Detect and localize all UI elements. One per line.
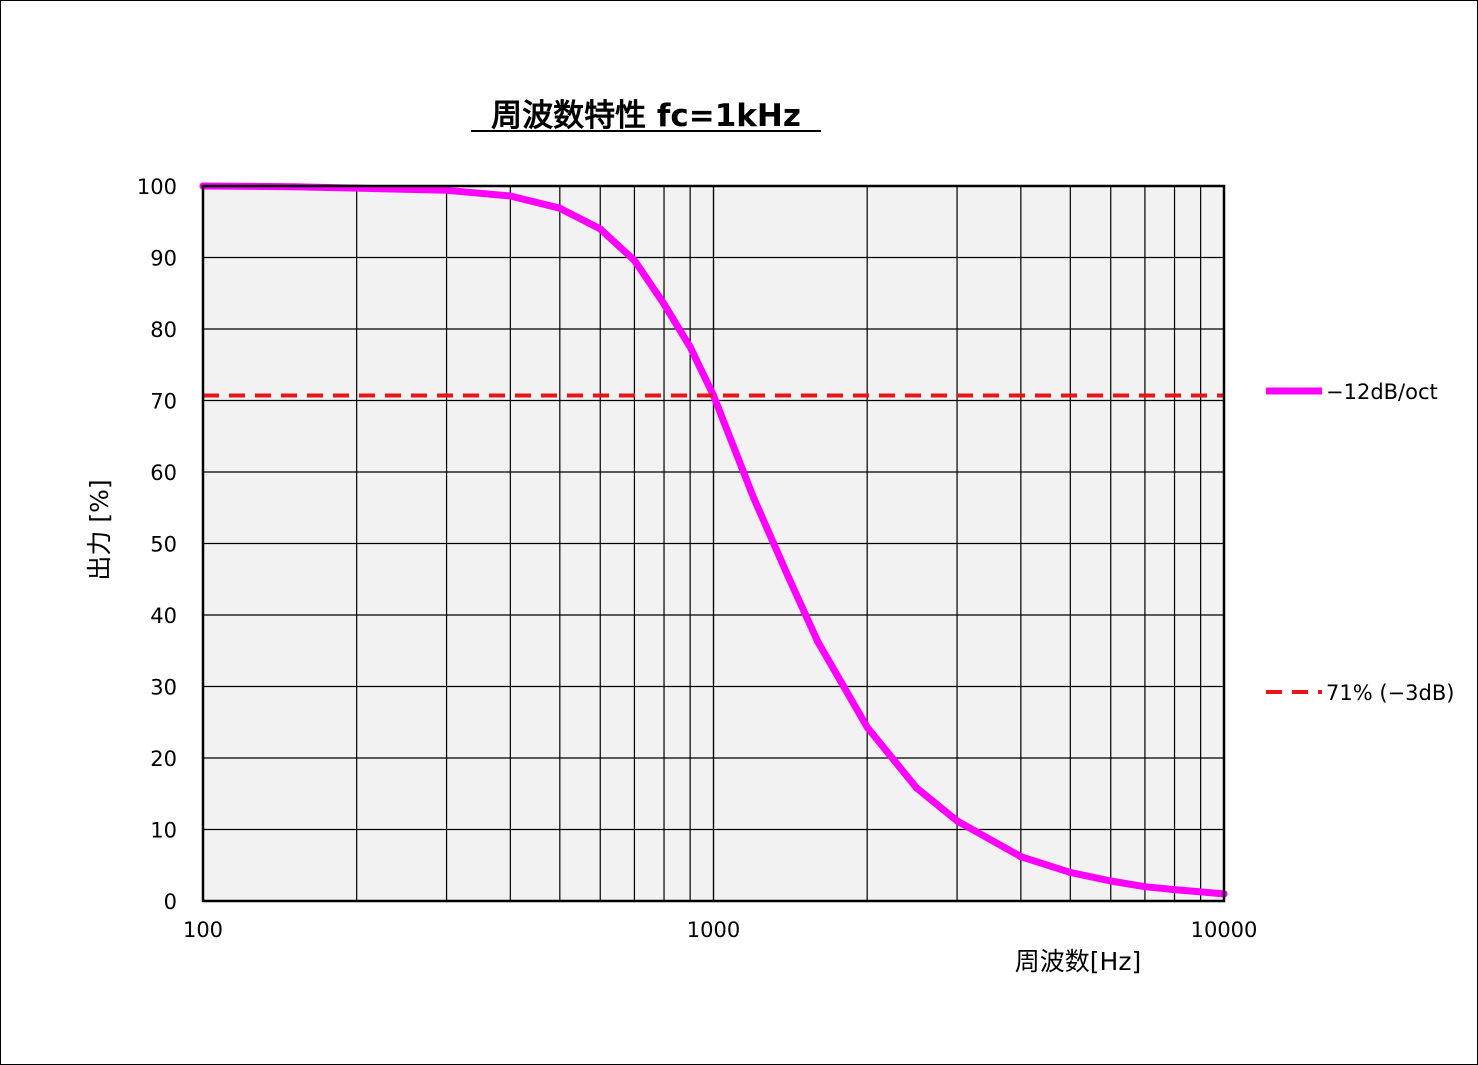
data-point: [596, 225, 604, 233]
data-point: [1141, 883, 1149, 891]
grid: [203, 186, 1224, 901]
data-point: [814, 637, 822, 645]
tick-labels: 0 10 20 30 40 50 60 70 80 90 100 100 1000 10000: [137, 175, 1258, 942]
y-tick-label: 10: [150, 819, 177, 843]
data-point: [1107, 877, 1115, 885]
x-tick-label: 10000: [1191, 918, 1258, 942]
y-tick-label: 50: [150, 533, 177, 557]
y-tick-label: 90: [150, 247, 177, 271]
data-point: [750, 494, 758, 502]
x-tick-label: 1000: [687, 918, 740, 942]
data-point: [863, 723, 871, 731]
data-point: [443, 186, 451, 194]
data-point: [1171, 886, 1179, 894]
data-point: [1017, 853, 1025, 861]
y-tick-label: 60: [150, 461, 177, 485]
legend: −12dB/oct 71% (−3dB): [1266, 380, 1454, 705]
data-point: [784, 572, 792, 580]
data-point: [506, 192, 514, 200]
chart-title: 周波数特性 fc=1kHz: [491, 98, 801, 134]
data-point: [1066, 868, 1074, 876]
data-point: [913, 784, 921, 792]
y-tick-label: 100: [137, 175, 177, 199]
data-point: [630, 256, 638, 264]
y-tick-label: 30: [150, 676, 177, 700]
data-point: [660, 300, 668, 308]
y-axis-title: 出力 [%]: [85, 479, 114, 580]
y-tick-label: 80: [150, 318, 177, 342]
y-tick-label: 40: [150, 604, 177, 628]
plot-border: [201, 184, 1226, 903]
y-tick-label: 0: [164, 890, 177, 914]
legend-label: 71% (−3dB): [1326, 681, 1454, 705]
y-tick-label: 20: [150, 747, 177, 771]
data-point: [686, 343, 694, 351]
legend-label: −12dB/oct: [1326, 380, 1438, 404]
x-tick-label: 100: [183, 918, 223, 942]
data-point: [556, 204, 564, 212]
y-tick-label: 70: [150, 390, 177, 414]
x-axis-title: 周波数[Hz]: [1015, 947, 1141, 976]
data-point: [953, 817, 961, 825]
